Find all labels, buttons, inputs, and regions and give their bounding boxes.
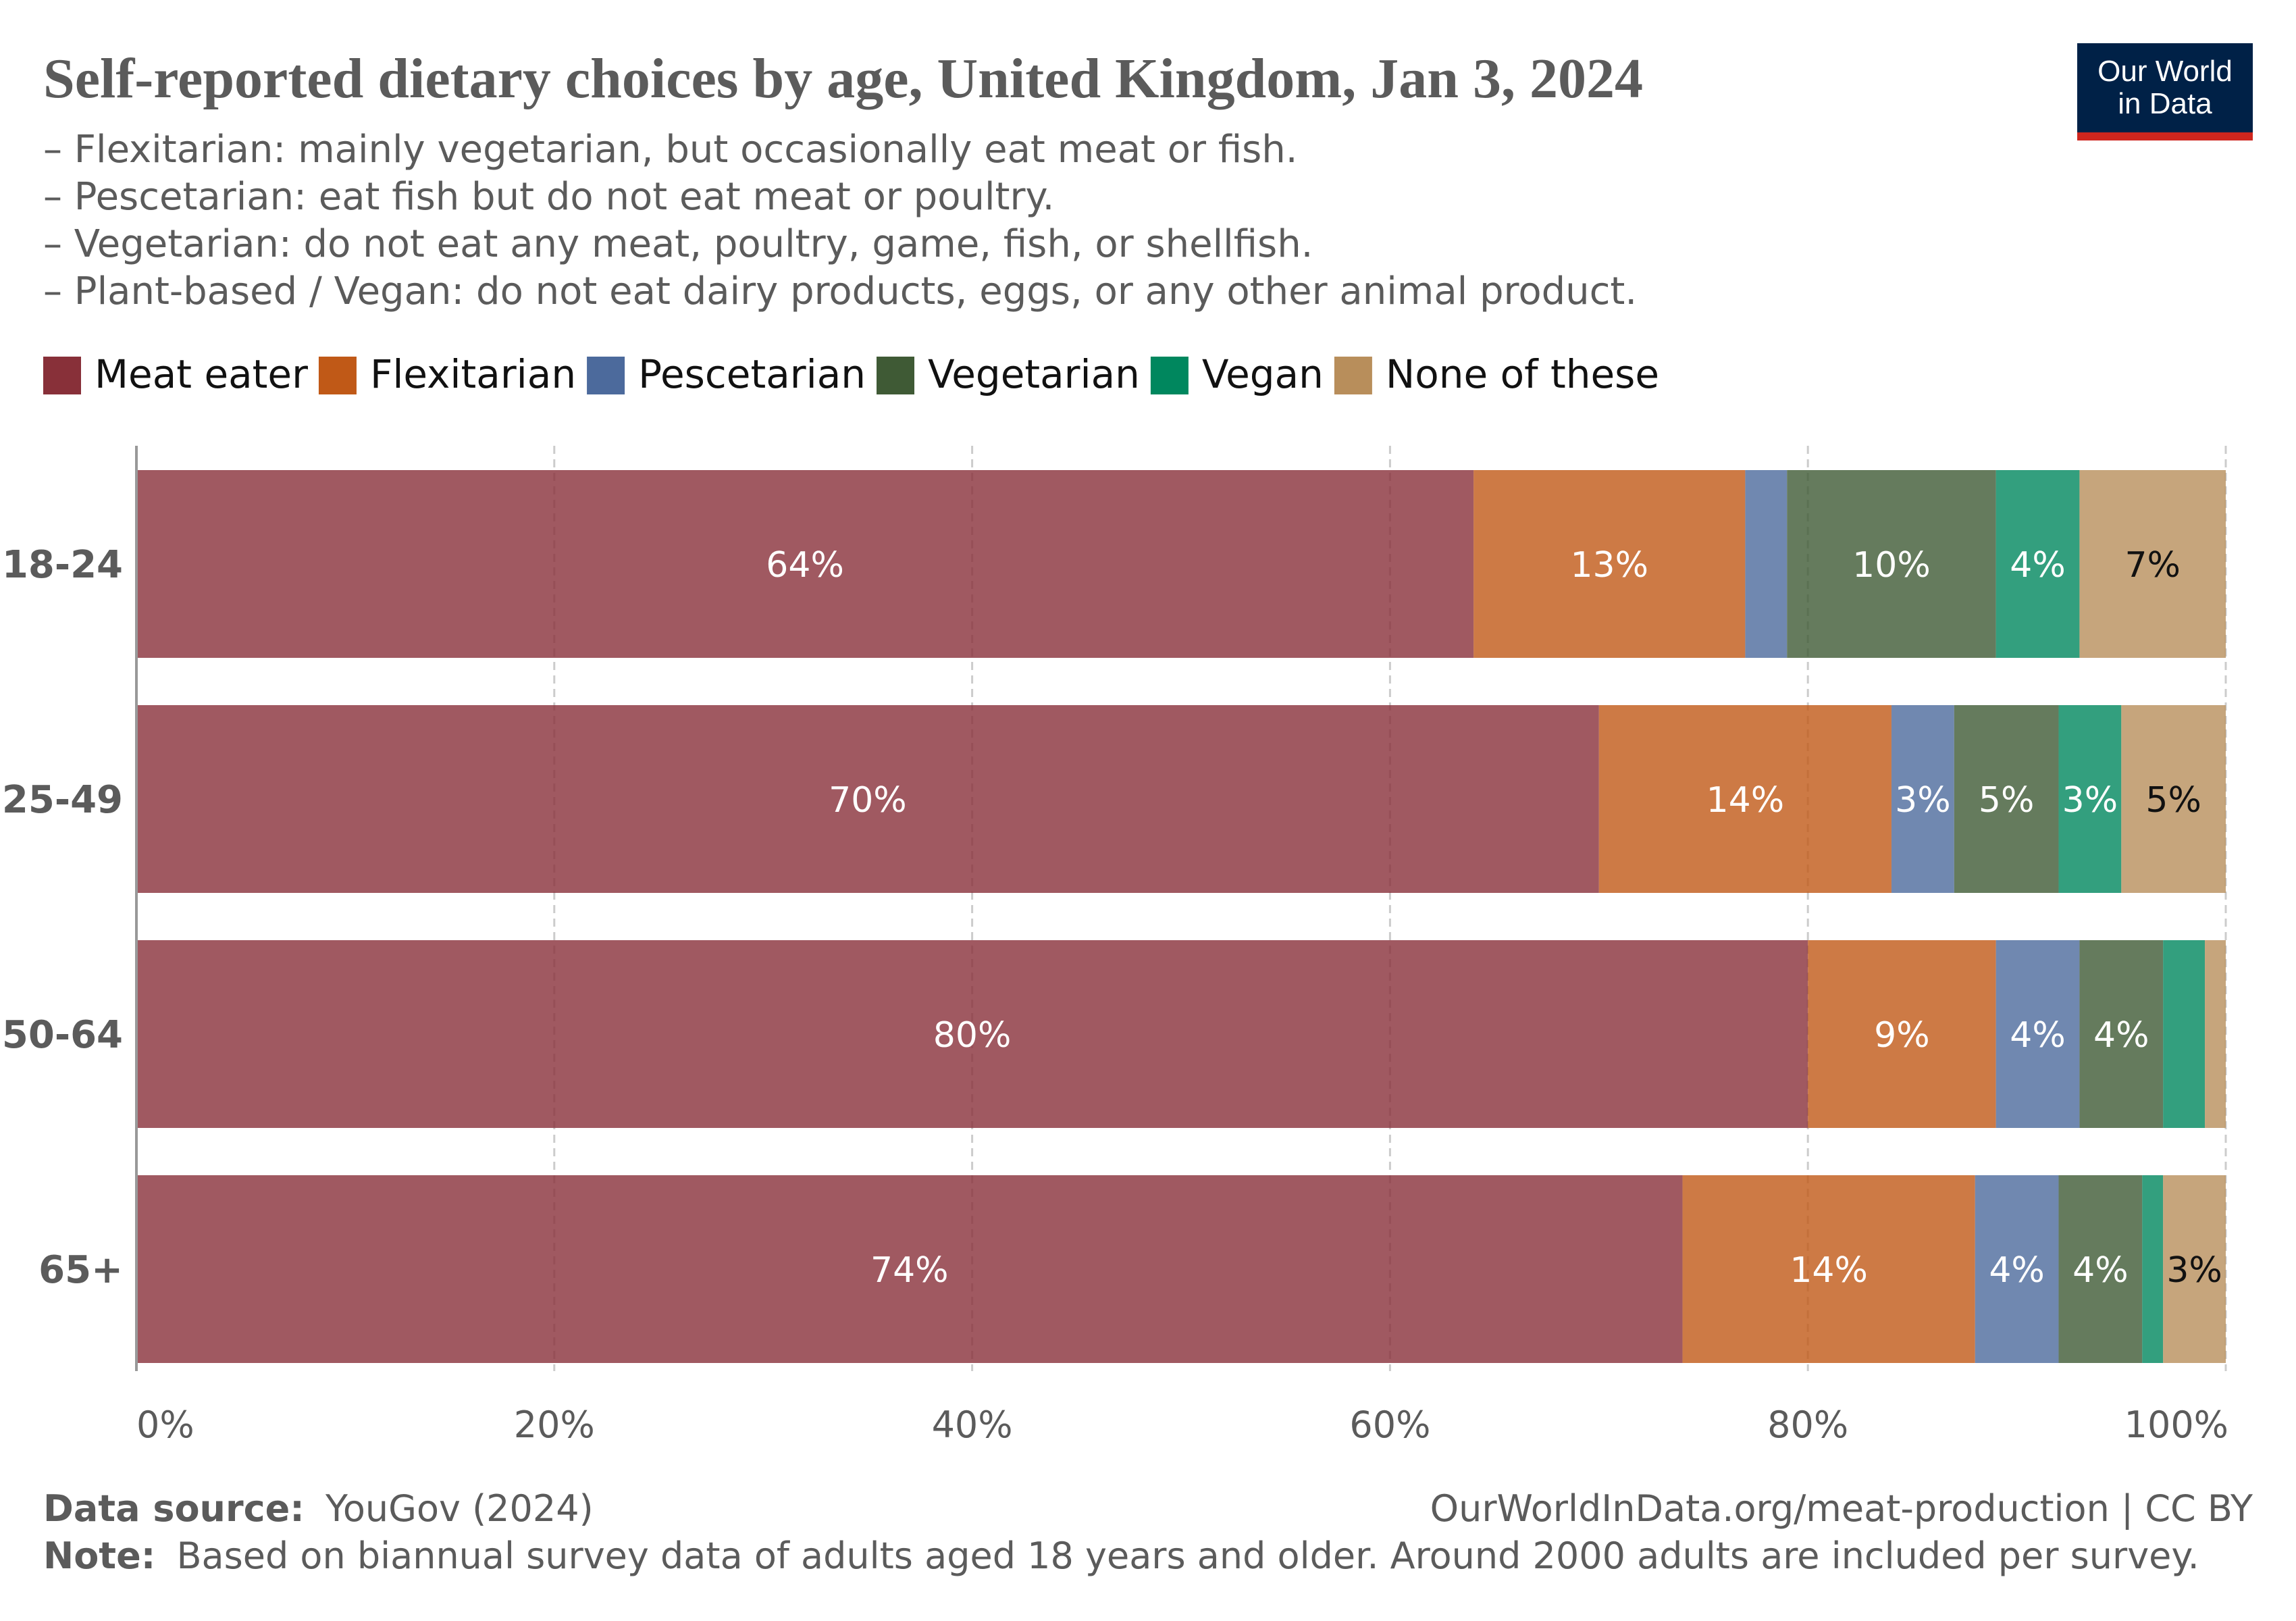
source-label: Data source: xyxy=(43,1487,305,1530)
y-axis-labels: 18-24 25-49 50-64 65+ xyxy=(2,543,123,1292)
legend-swatch-4 xyxy=(1150,357,1189,394)
logo-text-line-1: Our World xyxy=(2097,55,2233,88)
logo-accent-bar xyxy=(2077,132,2253,140)
x-tick-label-5: 100% xyxy=(2124,1404,2228,1446)
data-label-3-2: 4% xyxy=(1989,1250,2045,1291)
x-tick-label-3: 60% xyxy=(1349,1404,1430,1446)
legend-swatch-3 xyxy=(877,357,915,394)
bar-3-0[interactable] xyxy=(136,1175,1683,1363)
data-label-1-2: 3% xyxy=(1895,780,1951,821)
note-value: Based on biannual survey data of adults … xyxy=(177,1535,2199,1577)
chart-subtitle: – Flexitarian: mainly vegetarian, but oc… xyxy=(43,128,1637,313)
y-label-0: 18-24 xyxy=(2,543,123,587)
footer-source: Data source: YouGov (2024) xyxy=(43,1487,594,1530)
x-tick-label-1: 20% xyxy=(514,1404,595,1446)
data-label-3-3: 4% xyxy=(2072,1250,2129,1291)
bar-2-3[interactable] xyxy=(2079,940,2164,1128)
subtitle-line-4: – Plant-based / Vegan: do not eat dairy … xyxy=(43,269,1637,313)
x-axis-labels: 0% 20% 40% 60% 80% 100% xyxy=(136,1404,2228,1446)
legend-swatch-2 xyxy=(587,357,625,394)
chart-title: Self-reported dietary choices by age, Un… xyxy=(43,47,1643,110)
data-label-3-1: 14% xyxy=(1790,1250,1868,1291)
legend: Meat eater Flexitarian Pescetarian Vegetari… xyxy=(43,351,1659,397)
subtitle-line-2: – Pescetarian: eat fish but do not eat m… xyxy=(43,175,1054,219)
data-label-3-5: 3% xyxy=(2166,1250,2222,1291)
data-label-1-0: 70% xyxy=(829,780,907,821)
bar-3-3[interactable] xyxy=(2058,1175,2143,1363)
legend-label-1[interactable]: Flexitarian xyxy=(370,351,576,397)
footer-note: Note: Based on biannual survey data of a… xyxy=(43,1535,2199,1577)
legend-swatch-0 xyxy=(43,357,81,394)
y-label-3: 65+ xyxy=(38,1248,123,1292)
bar-0-3[interactable] xyxy=(1787,470,1996,658)
bar-0-1[interactable] xyxy=(1473,470,1746,658)
bar-2-0[interactable] xyxy=(136,940,1808,1128)
bar-0-5[interactable] xyxy=(2079,470,2226,658)
note-label: Note: xyxy=(43,1535,155,1577)
bar-1-4[interactable] xyxy=(2058,705,2122,893)
logo-text-line-2: in Data xyxy=(2118,87,2212,120)
legend-label-3[interactable]: Vegetarian xyxy=(928,351,1140,397)
bar-1-3[interactable] xyxy=(1954,705,2059,893)
bar-3-2[interactable] xyxy=(1975,1175,2059,1363)
legend-swatch-5 xyxy=(1334,357,1372,394)
bar-1-5[interactable] xyxy=(2121,705,2226,893)
logo-background xyxy=(2077,43,2253,140)
bar-2-4[interactable] xyxy=(2163,940,2206,1128)
data-label-2-2: 4% xyxy=(2010,1015,2066,1056)
footer-url[interactable]: OurWorldInData.org/meat-production | CC … xyxy=(1430,1487,2253,1530)
legend-label-4[interactable]: Vegan xyxy=(1202,351,1324,397)
data-label-0-0: 64% xyxy=(766,545,844,586)
data-label-3-0: 74% xyxy=(870,1250,949,1291)
subtitle-line-1: – Flexitarian: mainly vegetarian, but oc… xyxy=(43,128,1298,172)
x-tick-label-0: 0% xyxy=(136,1404,194,1446)
data-label-2-1: 9% xyxy=(1874,1015,1930,1056)
legend-swatch-1 xyxy=(318,357,357,394)
data-label-0-1: 13% xyxy=(1570,545,1648,586)
bar-3-1[interactable] xyxy=(1682,1175,1975,1363)
bar-2-1[interactable] xyxy=(1808,940,1996,1128)
data-label-0-5: 7% xyxy=(2124,545,2181,586)
bar-0-2[interactable] xyxy=(1745,470,1788,658)
subtitle-line-3: – Vegetarian: do not eat any meat, poult… xyxy=(43,222,1313,266)
bar-1-1[interactable] xyxy=(1598,705,1891,893)
legend-label-5[interactable]: None of these xyxy=(1386,351,1659,397)
bar-2-2[interactable] xyxy=(1995,940,2080,1128)
data-label-1-3: 5% xyxy=(1979,780,2035,821)
owid-logo[interactable]: Our World in Data xyxy=(2077,43,2253,140)
data-label-1-1: 14% xyxy=(1706,780,1785,821)
x-tick-label-4: 80% xyxy=(1767,1404,1848,1446)
y-label-2: 50-64 xyxy=(2,1013,123,1057)
legend-label-0[interactable]: Meat eater xyxy=(95,351,308,397)
bar-0-0[interactable] xyxy=(136,470,1474,658)
legend-label-2[interactable]: Pescetarian xyxy=(638,351,866,397)
data-label-2-3: 4% xyxy=(2093,1015,2149,1056)
bar-1-0[interactable] xyxy=(136,705,1599,893)
data-label-0-3: 10% xyxy=(1852,545,1931,586)
data-label-2-0: 80% xyxy=(933,1015,1012,1056)
data-label-1-4: 3% xyxy=(2062,780,2118,821)
bar-3-4[interactable] xyxy=(2142,1175,2164,1363)
bar-2-5[interactable] xyxy=(2205,940,2226,1128)
bar-0-4[interactable] xyxy=(1995,470,2080,658)
bar-1-2[interactable] xyxy=(1891,705,1954,893)
bar-3-5[interactable] xyxy=(2163,1175,2226,1363)
y-label-1: 25-49 xyxy=(2,778,123,822)
data-label-1-5: 5% xyxy=(2145,780,2201,821)
data-label-0-4: 4% xyxy=(2010,545,2066,586)
x-tick-label-2: 40% xyxy=(932,1404,1013,1446)
source-value: YouGov (2024) xyxy=(325,1487,594,1530)
bars: 64% 13% 10% 4% 7% 70% 14% 3% 5% 3% 5% 80% 9% 4% 4% 74% 1… xyxy=(136,470,2226,1363)
